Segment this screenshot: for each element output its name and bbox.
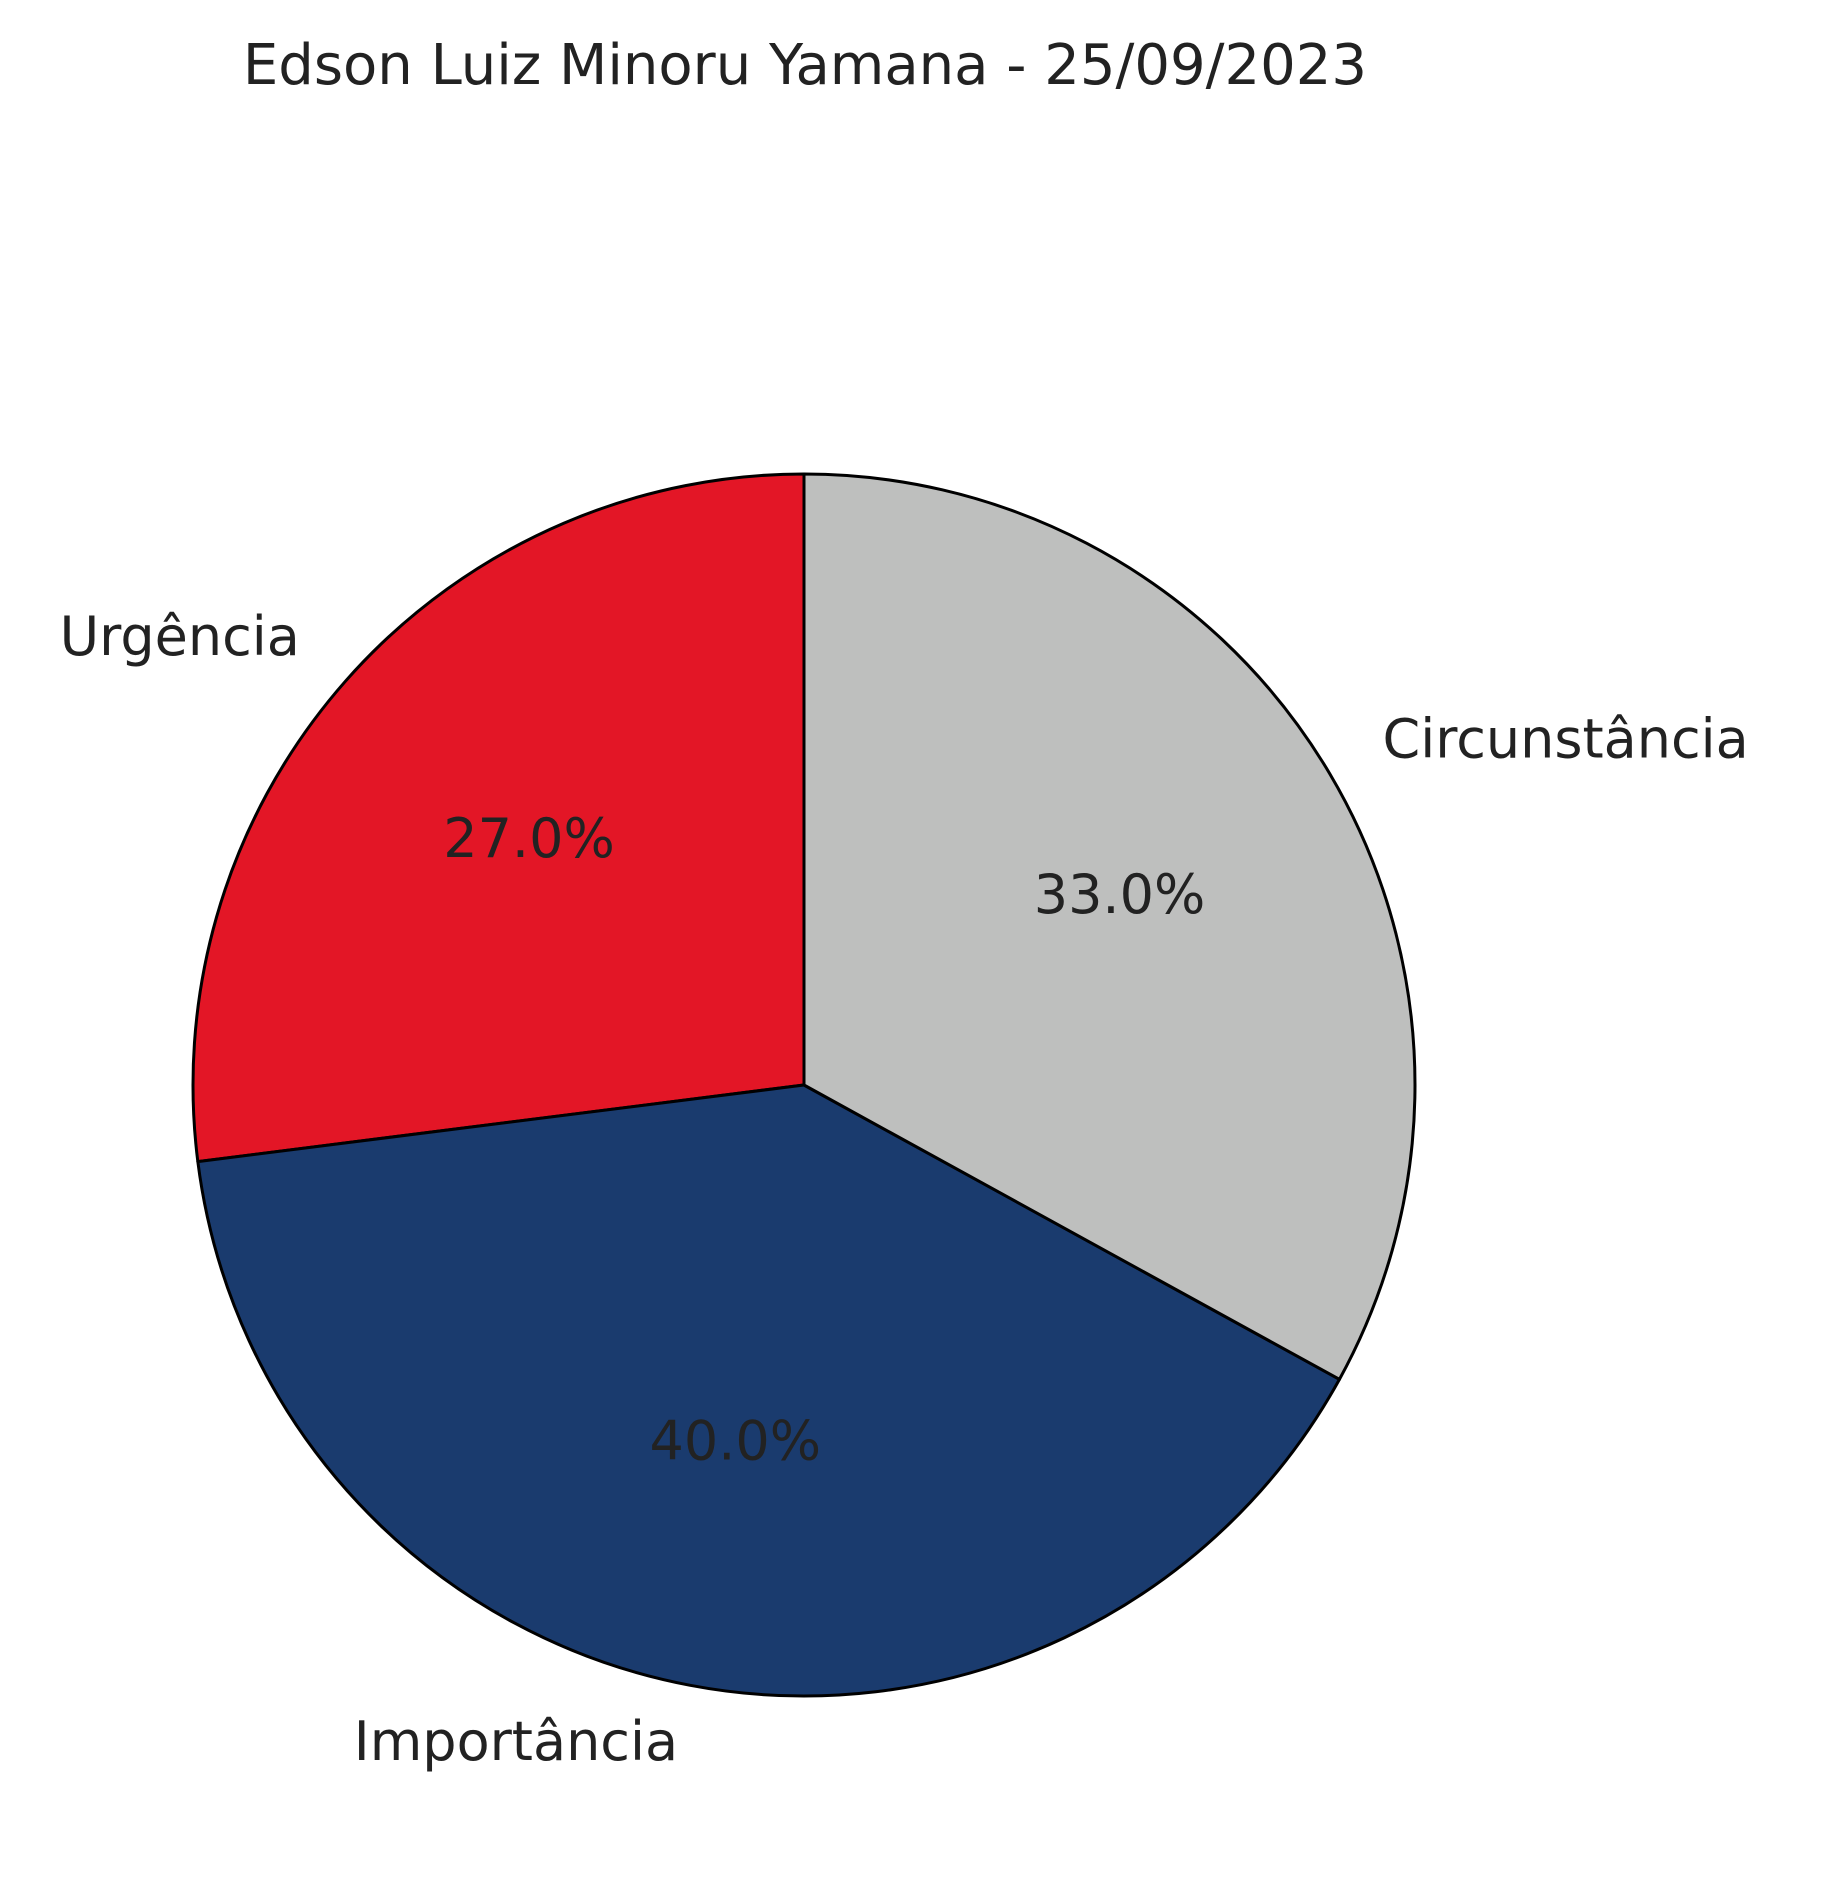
pie-slice-2 [196, 1083, 1341, 1698]
pie-slice-1 [191, 472, 806, 1164]
slice-label-3: Circunstância [1383, 708, 1749, 771]
pie-labels: Urgência 27.0% Importância 40.0% Circunstânc… [60, 605, 1749, 1773]
chart-title: Edson Luiz Minoru Yamana - 25/09/2023 [243, 33, 1367, 98]
slice-percent-2: 40.0% [650, 1410, 822, 1473]
slice-percent-1: 27.0% [443, 807, 615, 870]
slice-label-1: Urgência [60, 605, 300, 668]
slice-percent-3: 33.0% [1034, 863, 1206, 926]
slice-label-2: Importância [354, 1710, 678, 1773]
pie-slices [191, 472, 1417, 1698]
pie-slice-3 [802, 472, 1417, 1381]
